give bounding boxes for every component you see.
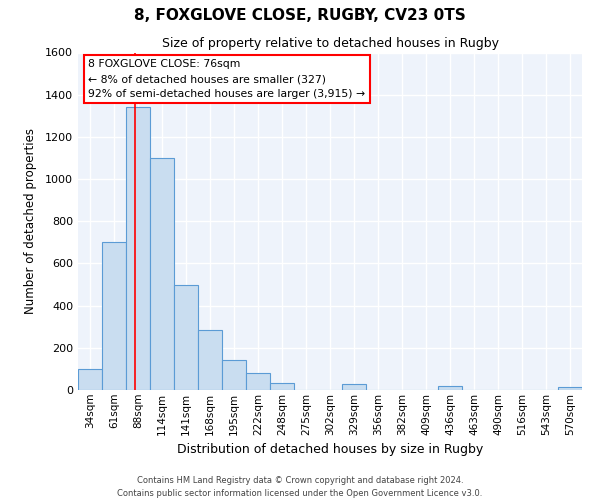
Bar	[198, 330, 222, 390]
Y-axis label: Number of detached properties: Number of detached properties	[23, 128, 37, 314]
Bar	[102, 242, 126, 390]
Bar	[150, 158, 174, 390]
Title: Size of property relative to detached houses in Rugby: Size of property relative to detached ho…	[161, 37, 499, 50]
Text: 8, FOXGLOVE CLOSE, RUGBY, CV23 0TS: 8, FOXGLOVE CLOSE, RUGBY, CV23 0TS	[134, 8, 466, 22]
Bar	[126, 108, 150, 390]
Bar	[342, 384, 366, 390]
Bar	[438, 386, 462, 390]
Bar	[558, 387, 582, 390]
Bar	[270, 382, 294, 390]
Text: Contains HM Land Registry data © Crown copyright and database right 2024.
Contai: Contains HM Land Registry data © Crown c…	[118, 476, 482, 498]
Bar	[246, 373, 270, 390]
Text: 8 FOXGLOVE CLOSE: 76sqm
← 8% of detached houses are smaller (327)
92% of semi-de: 8 FOXGLOVE CLOSE: 76sqm ← 8% of detached…	[88, 59, 365, 99]
Bar	[222, 360, 246, 390]
Bar	[174, 284, 198, 390]
Bar	[78, 369, 102, 390]
X-axis label: Distribution of detached houses by size in Rugby: Distribution of detached houses by size …	[177, 443, 483, 456]
